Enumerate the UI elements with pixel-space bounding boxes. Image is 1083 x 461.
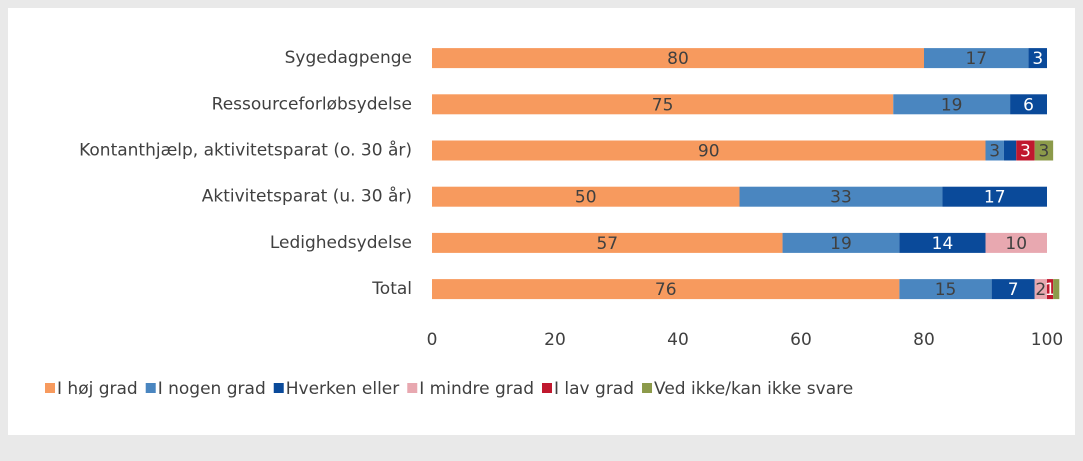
bar-segment bbox=[432, 232, 783, 253]
y-tick-label: Total bbox=[371, 279, 412, 299]
data-label: 2 bbox=[1035, 280, 1046, 300]
y-tick-label: Aktivitetsparat (u. 30 år) bbox=[202, 186, 412, 207]
plot-background bbox=[8, 8, 1075, 435]
y-tick-label: Ledighedsydelse bbox=[270, 233, 412, 253]
bar-segment bbox=[1034, 140, 1054, 161]
data-label: 1 bbox=[1045, 280, 1056, 300]
x-tick-label: 100 bbox=[1031, 330, 1063, 350]
data-label: 33 bbox=[830, 188, 852, 208]
data-label: 3 bbox=[989, 142, 1000, 162]
data-label: 3 bbox=[1032, 49, 1043, 69]
data-label: 15 bbox=[935, 280, 957, 300]
bar-segment bbox=[1010, 94, 1047, 115]
bar-segment bbox=[991, 279, 1035, 300]
data-label: 17 bbox=[984, 188, 1006, 208]
data-label: 90 bbox=[698, 142, 720, 162]
y-tick-label: Kontanthjælp, aktivitetsparat (o. 30 år) bbox=[79, 140, 412, 161]
bar-segment bbox=[893, 94, 1011, 115]
bar-segment bbox=[432, 48, 924, 69]
data-label: 7 bbox=[1008, 280, 1019, 300]
x-tick-label: 20 bbox=[544, 330, 566, 350]
data-label: 75 bbox=[652, 95, 674, 115]
data-label: 50 bbox=[575, 188, 597, 208]
x-tick-label: 60 bbox=[790, 330, 812, 350]
legend-label: I mindre grad bbox=[419, 379, 534, 399]
legend-swatch bbox=[273, 383, 284, 393]
bar-segment bbox=[739, 186, 943, 207]
data-label: 76 bbox=[655, 280, 677, 300]
data-label: 80 bbox=[667, 49, 689, 69]
bar-segment bbox=[924, 48, 1029, 69]
data-label: 10 bbox=[1005, 234, 1027, 254]
bar-segment bbox=[899, 232, 986, 253]
legend-swatch bbox=[407, 383, 418, 393]
bar-segment bbox=[899, 279, 992, 300]
bar-segment bbox=[432, 279, 900, 300]
data-label: 19 bbox=[830, 234, 852, 254]
bar-segment bbox=[782, 232, 900, 253]
data-label: 14 bbox=[932, 234, 954, 254]
bar-segment bbox=[1028, 48, 1047, 69]
bar-segment bbox=[432, 140, 986, 161]
legend-swatch bbox=[642, 383, 653, 393]
legend-label: I nogen grad bbox=[158, 379, 266, 399]
bar-segment bbox=[1047, 279, 1054, 300]
bar-segment bbox=[1034, 279, 1047, 300]
bar-segment bbox=[432, 94, 894, 115]
bar-segment bbox=[985, 140, 1004, 161]
legend-label: I lav grad bbox=[554, 379, 634, 399]
bar-segment bbox=[942, 186, 1047, 207]
legend-swatch bbox=[145, 383, 156, 393]
bar-segment bbox=[1016, 140, 1035, 161]
legend-swatch bbox=[45, 383, 55, 393]
legend-label: Hverken eller bbox=[286, 379, 400, 399]
data-label: 3 bbox=[1039, 142, 1050, 162]
x-tick-label: 80 bbox=[913, 330, 935, 350]
data-label: 3 bbox=[1020, 142, 1031, 162]
bar-segment bbox=[985, 232, 1047, 253]
legend-label: Ved ikke/kan ikke svare bbox=[654, 379, 853, 399]
data-label: 6 bbox=[1023, 95, 1034, 115]
bar-segment bbox=[432, 186, 740, 207]
bar-segment bbox=[1053, 279, 1060, 300]
bar-segment bbox=[1003, 140, 1017, 161]
x-tick-label: 0 bbox=[427, 330, 438, 350]
data-label: 17 bbox=[965, 49, 987, 69]
y-tick-label: Sygedagpenge bbox=[285, 48, 412, 68]
x-tick-label: 40 bbox=[667, 330, 689, 350]
legend-swatch bbox=[542, 383, 552, 393]
data-label: 19 bbox=[941, 95, 963, 115]
y-tick-label: Ressourceforløbsydelse bbox=[212, 94, 412, 114]
data-label: 57 bbox=[596, 234, 618, 254]
legend-label: I høj grad bbox=[57, 379, 138, 399]
